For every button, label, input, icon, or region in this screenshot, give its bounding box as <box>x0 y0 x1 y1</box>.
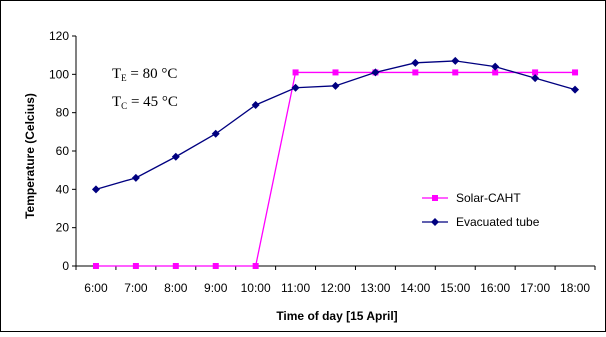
data-point-solar-caht <box>332 69 339 76</box>
x-tick-label: 12:00 <box>320 281 350 295</box>
x-tick-label: 8:00 <box>164 281 188 295</box>
y-tick-label: 60 <box>56 144 70 158</box>
x-tick-label: 6:00 <box>84 281 108 295</box>
data-point-solar-caht <box>92 263 99 269</box>
legend-marker-evacuated-tube <box>431 218 439 226</box>
data-point-evacuated-tube <box>131 173 140 182</box>
x-tick-label: 11:00 <box>281 281 310 295</box>
x-tick-label: 7:00 <box>124 281 148 295</box>
annotation-tc: TC = 45 °C <box>112 94 178 111</box>
series-layer <box>91 56 580 269</box>
data-point-evacuated-tube <box>251 101 260 109</box>
data-point-evacuated-tube <box>291 83 300 92</box>
legend-item-solar-caht: Solar-CAHT <box>422 191 521 205</box>
data-point-solar-caht <box>252 263 259 269</box>
data-point-solar-caht <box>452 69 459 76</box>
legend-item-evacuated-tube: Evacuated tube <box>422 215 540 229</box>
data-point-solar-caht <box>212 263 219 269</box>
x-tick-label: 18:00 <box>560 281 590 295</box>
legend-label-solar-caht: Solar-CAHT <box>456 191 521 205</box>
data-point-evacuated-tube <box>491 62 500 71</box>
legend-marker-solar-caht <box>432 195 438 201</box>
data-point-evacuated-tube <box>371 68 380 77</box>
annotation-te: TE = 80 °C <box>112 66 177 83</box>
y-axis-title: Temperature (Celcius) <box>23 93 37 219</box>
data-point-evacuated-tube <box>411 58 420 67</box>
y-tick-label: 40 <box>56 182 70 196</box>
data-point-evacuated-tube <box>211 129 220 138</box>
x-tick-label: 13:00 <box>360 281 390 295</box>
data-point-evacuated-tube <box>451 56 460 65</box>
x-tick-label: 15:00 <box>440 281 470 295</box>
x-axis-ticks: 6:00 7:00 8:00 9:00 10:00 11:00 12:00 13:00 14:0… <box>75 266 596 295</box>
data-point-evacuated-tube <box>331 81 340 90</box>
x-tick-label: 14:00 <box>400 281 430 295</box>
data-point-evacuated-tube <box>571 85 580 94</box>
data-point-solar-caht <box>132 263 139 269</box>
y-tick-label: 80 <box>56 106 70 120</box>
data-point-solar-caht <box>532 69 539 76</box>
data-point-solar-caht <box>492 69 499 76</box>
data-point-evacuated-tube <box>91 185 100 194</box>
legend: Solar-CAHT Evacuated tube <box>422 191 540 229</box>
y-axis-ticks: 0 20 40 60 80 100 120 <box>49 29 76 273</box>
data-point-evacuated-tube <box>171 152 180 161</box>
x-tick-label: 17:00 <box>520 281 550 295</box>
y-tick-label: 0 <box>62 259 69 273</box>
y-tick-label: 100 <box>49 67 69 81</box>
x-tick-label: 10:00 <box>241 281 271 295</box>
legend-label-evacuated-tube: Evacuated tube <box>456 215 540 229</box>
data-point-solar-caht <box>572 69 579 76</box>
y-tick-label: 20 <box>56 221 70 235</box>
data-point-solar-caht <box>412 69 419 76</box>
x-tick-label: 16:00 <box>480 281 510 295</box>
data-point-solar-caht <box>292 69 299 76</box>
x-tick-label: 9:00 <box>204 281 228 295</box>
y-tick-label: 120 <box>49 29 69 43</box>
data-point-solar-caht <box>172 263 179 269</box>
data-point-evacuated-tube <box>531 74 540 83</box>
x-axis-title: Time of day [15 April] <box>276 309 397 323</box>
